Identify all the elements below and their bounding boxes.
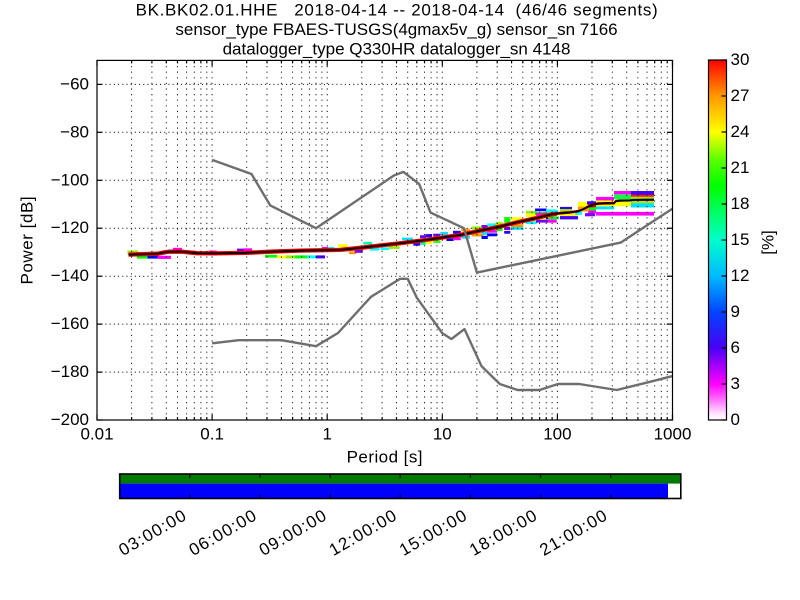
svg-text:−120: −120	[51, 218, 89, 237]
svg-text:24: 24	[731, 122, 750, 141]
svg-text:21: 21	[731, 158, 750, 177]
svg-text:30: 30	[731, 50, 750, 69]
svg-text:18: 18	[731, 194, 750, 213]
svg-text:1: 1	[322, 424, 331, 443]
svg-text:sensor_type FBAES-TUSGS(4gmax5: sensor_type FBAES-TUSGS(4gmax5v_g) senso…	[175, 20, 617, 39]
svg-text:[%]: [%]	[759, 230, 778, 255]
svg-text:6: 6	[731, 338, 740, 357]
svg-text:0: 0	[731, 410, 740, 429]
svg-text:12: 12	[731, 266, 750, 285]
svg-text:−200: −200	[51, 410, 89, 429]
svg-text:−140: −140	[51, 266, 89, 285]
svg-text:0.1: 0.1	[200, 424, 224, 443]
svg-text:27: 27	[731, 86, 750, 105]
svg-text:3: 3	[731, 374, 740, 393]
svg-text:−60: −60	[60, 74, 89, 93]
svg-text:datalogger_type Q330HR datalog: datalogger_type Q330HR datalogger_sn 414…	[223, 39, 571, 58]
svg-text:−80: −80	[60, 122, 89, 141]
svg-text:9: 9	[731, 302, 740, 321]
svg-text:15: 15	[731, 230, 750, 249]
svg-text:−160: −160	[51, 314, 89, 333]
svg-text:−100: −100	[51, 170, 89, 189]
svg-text:Power [dB]: Power [dB]	[18, 196, 37, 285]
svg-text:10: 10	[433, 424, 452, 443]
svg-text:0.01: 0.01	[80, 424, 113, 443]
svg-text:100: 100	[543, 424, 571, 443]
svg-text:1000: 1000	[654, 424, 692, 443]
svg-text:Period [s]: Period [s]	[347, 447, 423, 466]
svg-text:−180: −180	[51, 362, 89, 381]
svg-text:BK.BK02.01.HHE 2018-04-14 --: BK.BK02.01.HHE 2018-04-14 -- 2018-04-14 …	[136, 1, 659, 20]
